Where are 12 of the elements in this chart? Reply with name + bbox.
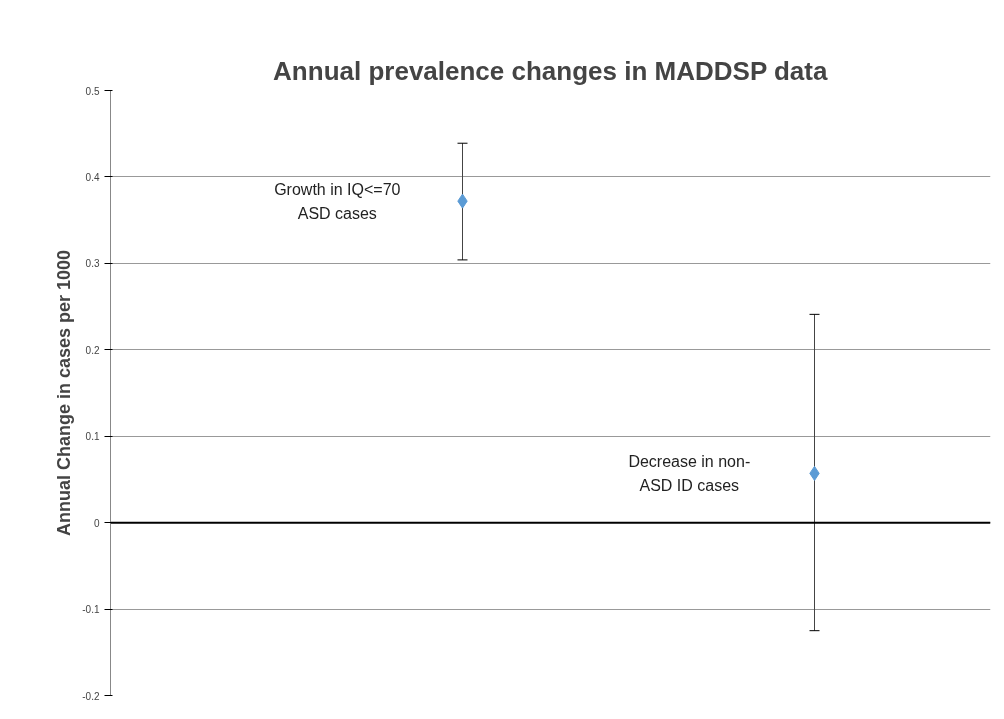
y-tick-label: 0.2: [85, 344, 100, 356]
y-tick-label: -0.2: [82, 690, 100, 702]
y-tick-label: 0.3: [85, 258, 100, 270]
y-tick-label: 0.4: [85, 171, 100, 183]
y-axis-title: Annual Change in cases per 1000: [54, 249, 75, 537]
y-tick-label: 0.5: [85, 85, 100, 97]
y-tick-label: -0.1: [82, 604, 100, 616]
y-tick-label: 0: [93, 517, 100, 529]
annotation: Growth in IQ<=70 ASD cases: [274, 180, 401, 222]
chart-title: Annual prevalence changes in MADDSP data: [273, 55, 828, 86]
annotation: Decrease in non-ASD ID cases: [628, 452, 751, 494]
y-tick-label: 0.1: [85, 431, 100, 443]
